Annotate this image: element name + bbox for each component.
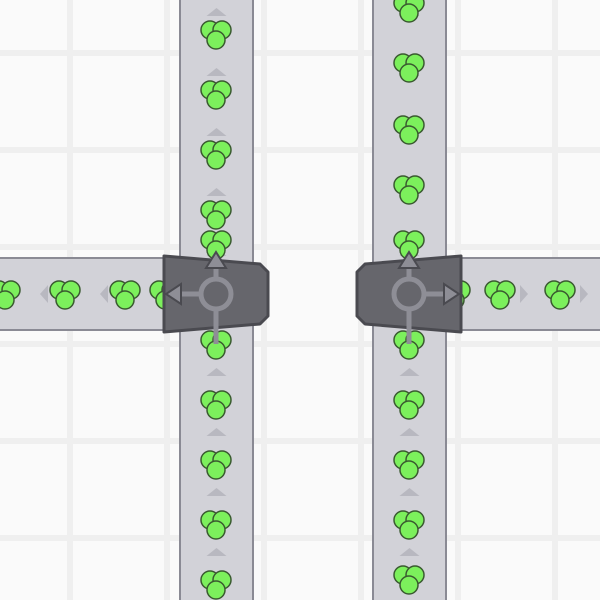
arrow-up-icon — [397, 250, 421, 269]
arrow-left-icon — [164, 282, 182, 306]
item-cluster — [109, 280, 141, 310]
item-cluster — [0, 280, 21, 310]
splitters — [162, 250, 463, 344]
left-splitter[interactable] — [162, 250, 270, 344]
item-cluster — [393, 230, 425, 260]
arrow-up-icon — [204, 250, 228, 269]
belt-arrow-icon — [580, 285, 588, 303]
belt-arrow-icon — [206, 188, 227, 196]
belt-arrow-icon — [206, 428, 227, 436]
belt-arrow-icon — [40, 285, 48, 303]
item-circle — [399, 63, 419, 83]
item-cluster — [49, 280, 81, 310]
belt-arrow-icon — [100, 285, 108, 303]
splitter-hub-icon — [391, 276, 427, 312]
belt-arrow-icon — [399, 368, 420, 376]
item-cluster — [393, 53, 425, 83]
right-splitter[interactable] — [355, 250, 463, 344]
item-cluster — [200, 390, 232, 420]
item-cluster — [200, 570, 232, 600]
item-circle — [490, 290, 510, 310]
item-circle — [55, 290, 75, 310]
item-circle — [550, 290, 570, 310]
item-circle — [399, 460, 419, 480]
item-cluster — [393, 450, 425, 480]
item-cluster — [393, 0, 425, 23]
item-cluster — [393, 390, 425, 420]
grid-line — [0, 438, 600, 444]
grid-line — [0, 244, 600, 250]
item-cluster — [200, 450, 232, 480]
belt-arrow-icon — [206, 68, 227, 76]
item-circle — [206, 460, 226, 480]
arrow-right-icon — [443, 282, 461, 306]
item-circle — [399, 575, 419, 595]
item-circle — [399, 125, 419, 145]
belt-arrow-icon — [206, 488, 227, 496]
grid-line — [0, 535, 600, 541]
item-circle — [206, 90, 226, 110]
belt-arrow-icon — [206, 128, 227, 136]
belt-arrow-icon — [399, 488, 420, 496]
item-circle — [399, 400, 419, 420]
item-circle — [206, 400, 226, 420]
item-cluster — [200, 140, 232, 170]
item-cluster — [393, 565, 425, 595]
item-cluster — [393, 510, 425, 540]
item-circle — [206, 520, 226, 540]
item-circle — [206, 580, 226, 600]
item-circle — [0, 290, 15, 310]
grid-line — [0, 341, 600, 347]
item-circle — [399, 3, 419, 23]
grid-line — [0, 50, 600, 56]
belt-arrow-icon — [206, 368, 227, 376]
belt-horizontal-left[interactable] — [0, 257, 171, 331]
item-cluster — [200, 200, 232, 230]
item-cluster — [200, 80, 232, 110]
item-circle — [206, 210, 226, 230]
item-circle — [206, 30, 226, 50]
splitter-hub-icon — [198, 276, 234, 312]
grid-line — [0, 147, 600, 153]
belt-arrow-icon — [399, 428, 420, 436]
item-cluster — [393, 175, 425, 205]
item-circle — [399, 185, 419, 205]
belt-arrow-icon — [399, 548, 420, 556]
belt-arrow-icon — [206, 548, 227, 556]
item-cluster — [544, 280, 576, 310]
item-cluster — [200, 230, 232, 260]
items — [0, 0, 576, 600]
item-cluster — [200, 510, 232, 540]
item-circle — [399, 520, 419, 540]
item-cluster — [393, 115, 425, 145]
belt-arrow-icon — [520, 285, 528, 303]
item-circle — [206, 150, 226, 170]
belt-arrow-icon — [206, 8, 227, 16]
item-cluster — [200, 20, 232, 50]
item-circle — [115, 290, 135, 310]
item-cluster — [484, 280, 516, 310]
